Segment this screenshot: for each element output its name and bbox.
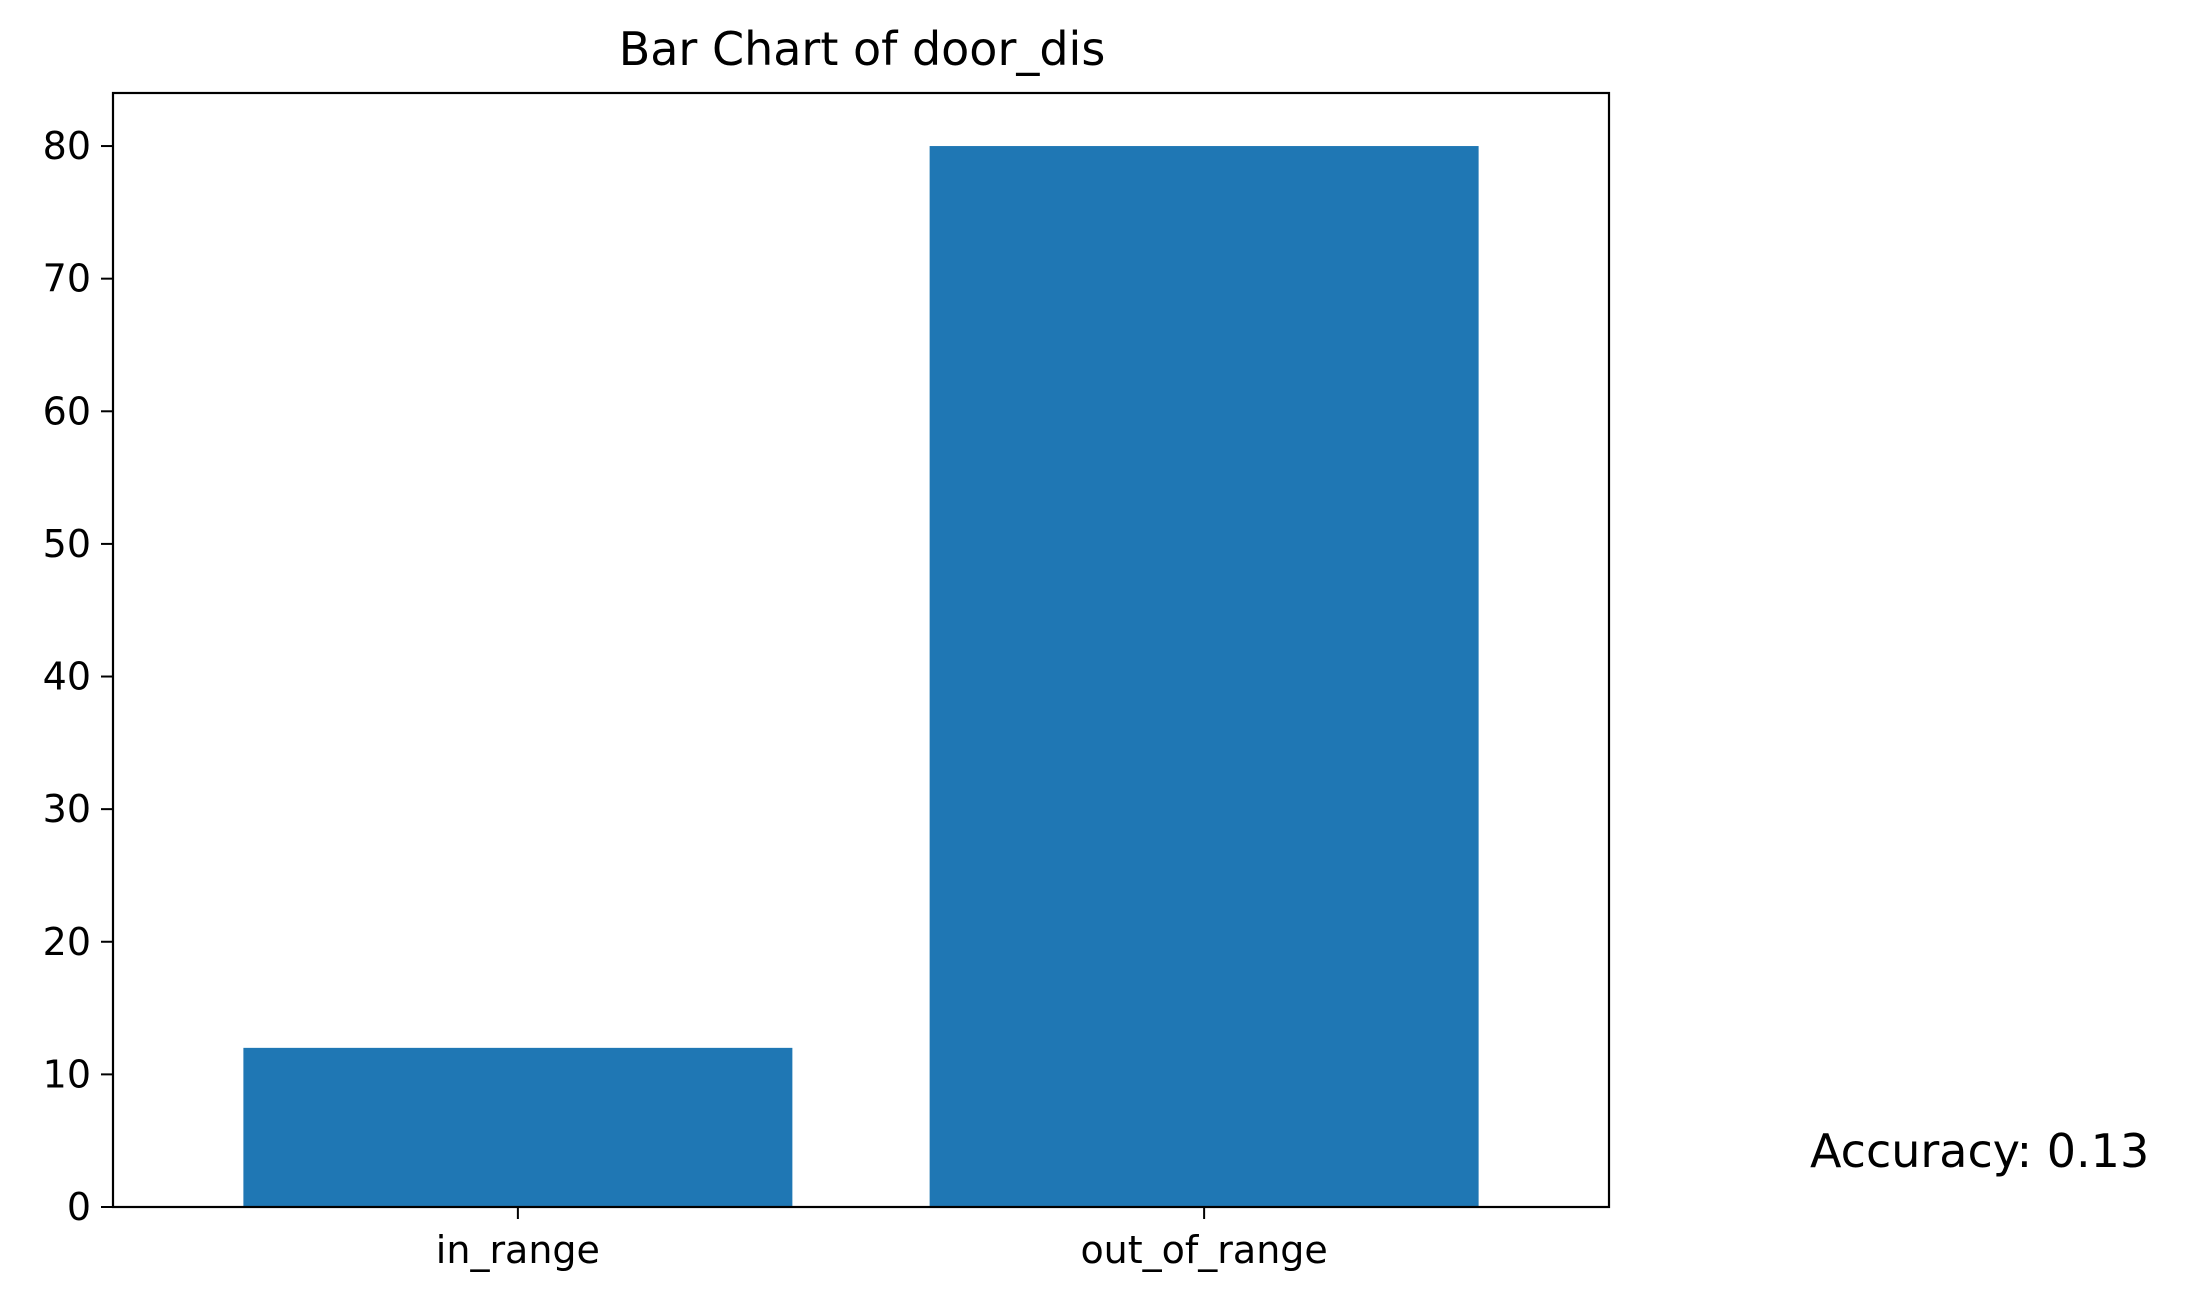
chart-title: Bar Chart of door_dis xyxy=(618,22,1106,76)
x-tick-label: out_of_range xyxy=(1080,1228,1327,1272)
y-tick-label: 60 xyxy=(43,389,91,433)
y-tick-label: 40 xyxy=(43,655,91,699)
y-tick-label: 20 xyxy=(43,920,91,964)
bar-in-range xyxy=(243,1047,793,1207)
plot-frame xyxy=(111,91,1611,1209)
bar-out-of-range xyxy=(929,146,1479,1208)
y-tick-label: 80 xyxy=(43,124,91,168)
accuracy-annotation: Accuracy: 0.13 xyxy=(1810,1124,2150,1178)
y-tick-label: 30 xyxy=(43,787,91,831)
y-tick-label: 0 xyxy=(67,1185,91,1229)
y-tick-label: 50 xyxy=(43,522,91,566)
x-tick-label: in_range xyxy=(436,1228,600,1272)
y-tick-label: 10 xyxy=(43,1052,91,1096)
y-tick-label: 70 xyxy=(43,257,91,301)
